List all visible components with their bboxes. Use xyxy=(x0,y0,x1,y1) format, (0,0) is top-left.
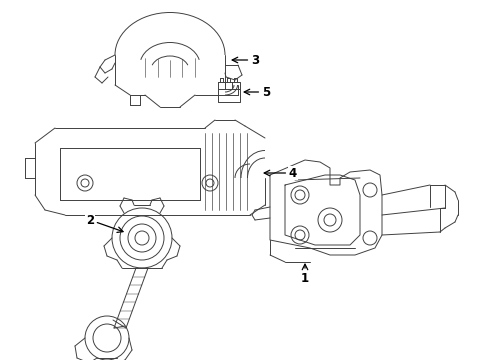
Text: 1: 1 xyxy=(301,264,309,284)
Text: 5: 5 xyxy=(244,86,270,99)
Text: 3: 3 xyxy=(232,54,259,67)
Text: 4: 4 xyxy=(264,166,297,180)
Text: 2: 2 xyxy=(86,213,123,233)
